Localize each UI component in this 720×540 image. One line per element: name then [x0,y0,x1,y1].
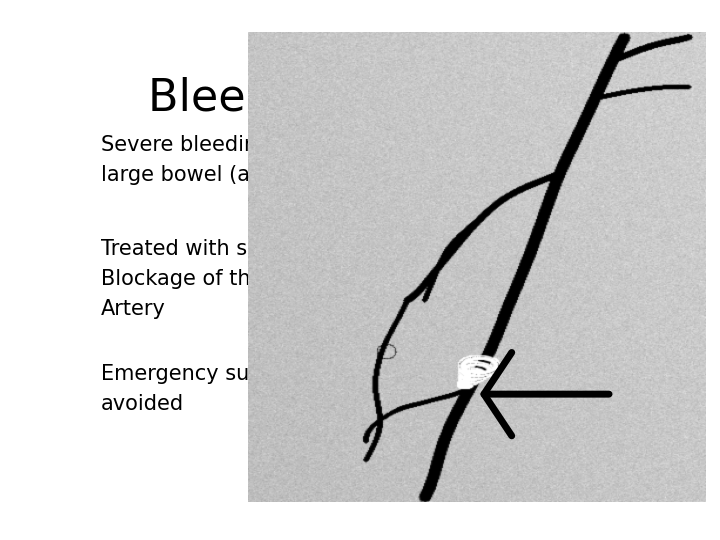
Text: Treated with selective
Blockage of the bleeding
Artery: Treated with selective Blockage of the b… [101,239,361,319]
Text: Emergency surgery
avoided: Emergency surgery avoided [101,364,305,414]
Text: Bleeding into Bowel: Bleeding into Bowel [148,77,590,120]
Text: Severe bleeding into the
large bowel (arrow): Severe bleeding into the large bowel (ar… [101,136,358,185]
